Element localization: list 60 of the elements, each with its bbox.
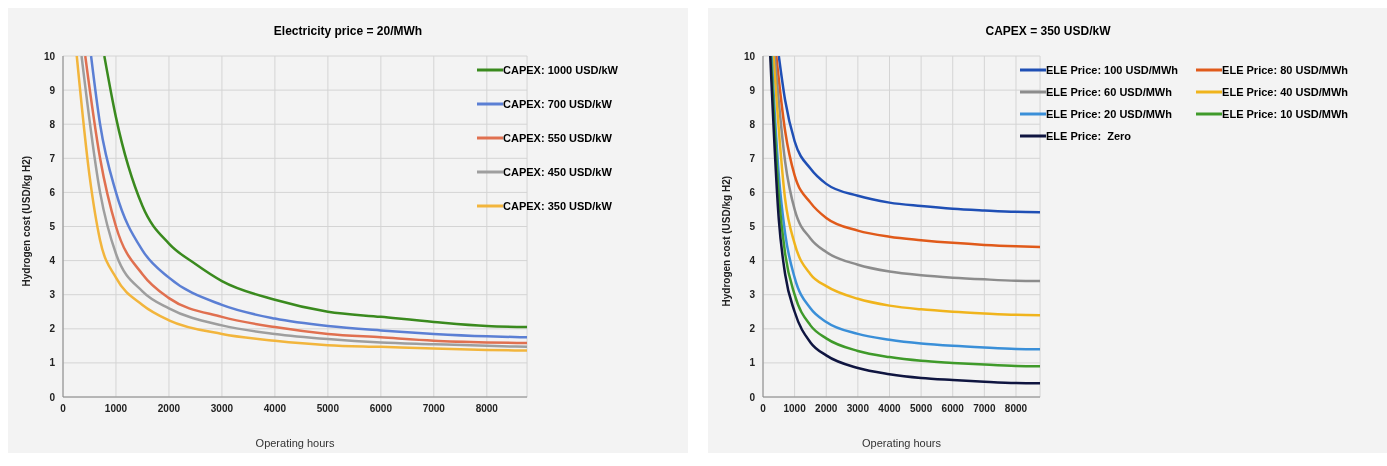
y-tick-label: 3 xyxy=(749,289,756,301)
y-tick-label: 0 xyxy=(749,391,756,403)
y-tick-label: 9 xyxy=(749,84,756,96)
x-tick-label: 1000 xyxy=(104,403,128,415)
y-tick-label: 6 xyxy=(49,186,56,198)
x-tick-label: 6000 xyxy=(941,403,965,415)
y-tick-label: 1 xyxy=(749,357,756,369)
line-series xyxy=(775,56,1041,249)
y-tick-label: 10 xyxy=(43,50,56,62)
y-tick-label: 8 xyxy=(749,118,756,130)
x-tick-label: 5000 xyxy=(910,403,933,415)
y-tick-label: 7 xyxy=(49,152,56,164)
y-tick-label: 9 xyxy=(49,84,56,96)
x-tick-label: 3000 xyxy=(210,403,234,415)
y-tick-label: 1 xyxy=(49,357,56,369)
legend-label: ELE Price: 10 USD/MWh xyxy=(1222,108,1348,120)
x-tick-label: 4000 xyxy=(878,403,902,415)
y-tick-label: 7 xyxy=(749,152,756,164)
legend-label: CAPEX: 350 USD/kW xyxy=(503,200,612,212)
y-tick-label: 10 xyxy=(743,50,756,62)
x-tick-label: 2000 xyxy=(815,403,838,415)
x-tick-label: 0 xyxy=(760,403,767,415)
legend-label: ELE Price: 40 USD/MWh xyxy=(1222,86,1348,98)
x-tick-label: 2000 xyxy=(157,403,181,415)
y-tick-label: 4 xyxy=(749,255,756,267)
chart-title: CAPEX = 350 USD/kW xyxy=(984,23,1112,40)
x-tick-label: 1000 xyxy=(783,403,807,415)
legend-label: CAPEX: 700 USD/kW xyxy=(503,98,612,110)
y-axis-title: Hydrogen cost (USD/kg H2) xyxy=(20,155,32,287)
x-tick-label: 7000 xyxy=(422,403,446,415)
y-tick-label: 0 xyxy=(49,391,56,403)
y-tick-label: 4 xyxy=(49,255,56,267)
y-tick-label: 6 xyxy=(749,186,756,198)
y-axis-title: Hydrogen cost (USD/kg H2) xyxy=(720,175,732,307)
x-tick-label: 8000 xyxy=(1004,403,1028,415)
y-tick-label: 8 xyxy=(49,118,56,130)
x-tick-label: 4000 xyxy=(263,403,287,415)
legend-label: ELE Price: 100 USD/MWh xyxy=(1046,64,1179,76)
y-tick-label: 5 xyxy=(49,221,56,233)
legend-label: CAPEX: 550 USD/kW xyxy=(503,132,612,144)
legend-label: ELE Price: 60 USD/MWh xyxy=(1046,86,1172,98)
x-tick-label: 5000 xyxy=(316,403,340,415)
y-tick-label: 2 xyxy=(49,323,56,335)
legend-label: CAPEX: 450 USD/kW xyxy=(503,166,612,178)
x-tick-label: 7000 xyxy=(973,403,996,415)
y-tick-label: 3 xyxy=(49,289,56,301)
x-axis-title: Operating hours xyxy=(862,437,942,449)
legend-label: ELE Price: 80 USD/MWh xyxy=(1222,64,1348,76)
legend-label: ELE Price: Zero xyxy=(1046,130,1132,142)
x-tick-label: 8000 xyxy=(475,403,499,415)
x-tick-label: 6000 xyxy=(369,403,393,415)
line-series xyxy=(777,56,1041,214)
legend-label: CAPEX: 1000 USD/kW xyxy=(503,64,618,76)
legend-label: ELE Price: 20 USD/MWh xyxy=(1046,108,1172,120)
chart-title: Electricity price = 20/MWh xyxy=(272,23,424,40)
x-tick-label: 3000 xyxy=(846,403,870,415)
y-tick-label: 5 xyxy=(749,221,756,233)
x-axis-title: Operating hours xyxy=(255,437,335,449)
x-tick-label: 0 xyxy=(60,403,67,415)
y-tick-label: 2 xyxy=(749,323,756,335)
